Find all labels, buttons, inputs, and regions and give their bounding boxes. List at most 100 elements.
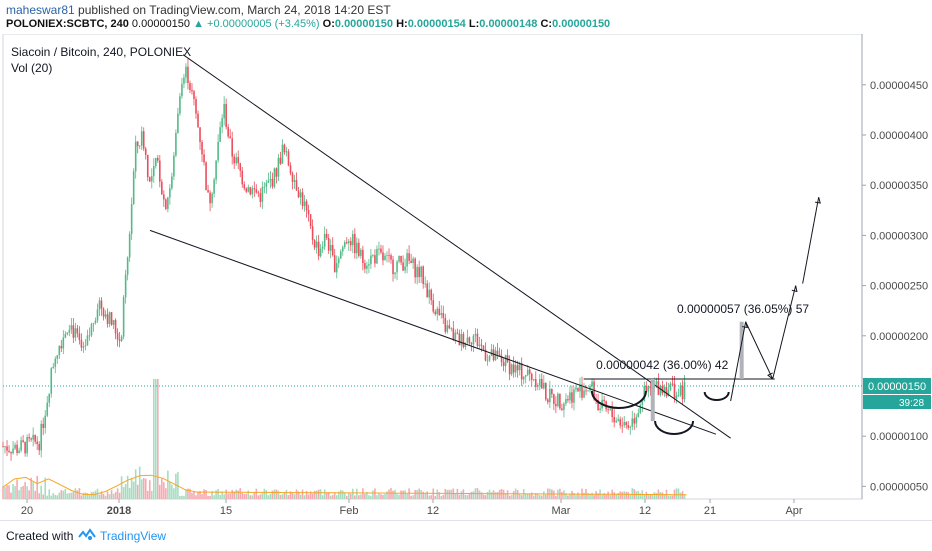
candle-body bbox=[118, 339, 121, 341]
volume-bar bbox=[4, 486, 6, 499]
candle-body bbox=[239, 163, 242, 171]
candle-body bbox=[370, 255, 372, 265]
volume-bar bbox=[613, 492, 615, 499]
volume-bar bbox=[80, 495, 83, 499]
projection-arrow-up3-head bbox=[815, 197, 821, 204]
candle-body bbox=[277, 157, 280, 177]
candle-body bbox=[532, 379, 535, 380]
x-tick-label: 21 bbox=[704, 505, 716, 517]
candle-body bbox=[345, 242, 348, 244]
volume-bar bbox=[10, 492, 12, 499]
candle-body bbox=[416, 267, 418, 278]
symbol-label: POLONIEX:SCBTC, 240 bbox=[6, 18, 129, 30]
volume-bar bbox=[251, 495, 254, 499]
countdown-badge bbox=[863, 395, 931, 409]
candle-body bbox=[181, 83, 183, 97]
volume-bar bbox=[215, 490, 217, 499]
volume-bar bbox=[152, 379, 155, 499]
candle-body bbox=[283, 144, 286, 153]
candle-body bbox=[36, 441, 38, 444]
candle-body bbox=[408, 253, 410, 261]
volume-bar bbox=[543, 491, 545, 499]
candle-body bbox=[675, 395, 678, 399]
volume-bar bbox=[356, 488, 358, 499]
price-chart[interactable]: 0.00000042 (36.00%) 42 0.00000057 (36.05%… bbox=[0, 34, 932, 520]
candle-body bbox=[480, 344, 483, 346]
candle-body bbox=[207, 190, 209, 193]
candle-body bbox=[233, 156, 236, 164]
candle-body bbox=[382, 252, 384, 261]
author-link[interactable]: maheswar81 bbox=[6, 3, 75, 17]
volume-bar bbox=[366, 491, 368, 499]
volume-bar bbox=[317, 489, 320, 499]
tradingview-brand-link[interactable]: TradingView bbox=[100, 529, 167, 543]
volume-bar bbox=[225, 489, 227, 499]
candle-body bbox=[540, 378, 543, 389]
volume-bar bbox=[627, 492, 630, 499]
volume-bar bbox=[227, 493, 229, 499]
volume-bar bbox=[122, 487, 125, 499]
volume-bar bbox=[579, 495, 581, 499]
candle-body bbox=[577, 387, 579, 392]
candle-body bbox=[237, 157, 240, 164]
volume-bar bbox=[458, 494, 461, 499]
candle-body bbox=[406, 253, 408, 267]
candle-body bbox=[384, 255, 386, 261]
volume-bar bbox=[203, 489, 205, 499]
volume-bar bbox=[311, 493, 314, 499]
volume-bar bbox=[20, 486, 22, 499]
candle-body bbox=[82, 346, 85, 348]
candle-body bbox=[402, 262, 404, 271]
volume-bar bbox=[257, 495, 260, 499]
candle-body bbox=[422, 266, 424, 285]
candle-body bbox=[581, 384, 583, 398]
candle-body bbox=[649, 386, 652, 389]
candle-body bbox=[183, 77, 185, 84]
candle-body bbox=[655, 381, 658, 385]
volume-bar bbox=[44, 477, 47, 499]
candle-body bbox=[128, 233, 131, 258]
projection-arrow-down-head bbox=[767, 372, 773, 380]
candle-body bbox=[643, 385, 646, 402]
volume-bar bbox=[201, 494, 203, 499]
candle-body bbox=[563, 403, 565, 410]
candle-body bbox=[116, 333, 119, 340]
candle-body bbox=[323, 233, 326, 247]
candle-body bbox=[619, 419, 622, 426]
volume-bar bbox=[468, 493, 471, 499]
volume-bar bbox=[583, 492, 585, 499]
volume-bar bbox=[293, 494, 296, 499]
volume-bar bbox=[484, 495, 487, 499]
candle-body bbox=[579, 384, 581, 392]
candle-body bbox=[388, 255, 390, 256]
volume-bar bbox=[404, 490, 406, 499]
candle-body bbox=[130, 204, 133, 234]
volume-bar bbox=[70, 492, 73, 499]
candle-body bbox=[120, 336, 123, 341]
volume-bar bbox=[34, 490, 36, 499]
volume-bar bbox=[635, 491, 638, 499]
candle-body bbox=[44, 415, 47, 428]
publish-text: published on TradingView.com, March 24, … bbox=[78, 3, 391, 17]
candle-body bbox=[56, 355, 59, 359]
volume-bar bbox=[394, 489, 396, 499]
candle-body bbox=[436, 308, 439, 315]
candle-body bbox=[366, 265, 368, 269]
candle-body bbox=[430, 289, 433, 301]
candle-body bbox=[597, 400, 599, 410]
candle-body bbox=[448, 325, 451, 329]
candle-body bbox=[450, 328, 453, 330]
volume-bar bbox=[587, 493, 589, 499]
volume-bar bbox=[434, 495, 437, 499]
volume-bar bbox=[589, 493, 591, 499]
volume-bar bbox=[8, 485, 10, 499]
volume-bar bbox=[418, 488, 420, 499]
volume-bar bbox=[136, 484, 139, 499]
last-price-label: 0.00000150 bbox=[868, 381, 926, 393]
candle-body bbox=[32, 434, 34, 440]
volume-bar bbox=[400, 490, 402, 499]
candle-body bbox=[299, 192, 302, 198]
candle-body bbox=[297, 190, 300, 198]
volume-bar bbox=[496, 492, 499, 499]
candle-body bbox=[462, 333, 465, 348]
